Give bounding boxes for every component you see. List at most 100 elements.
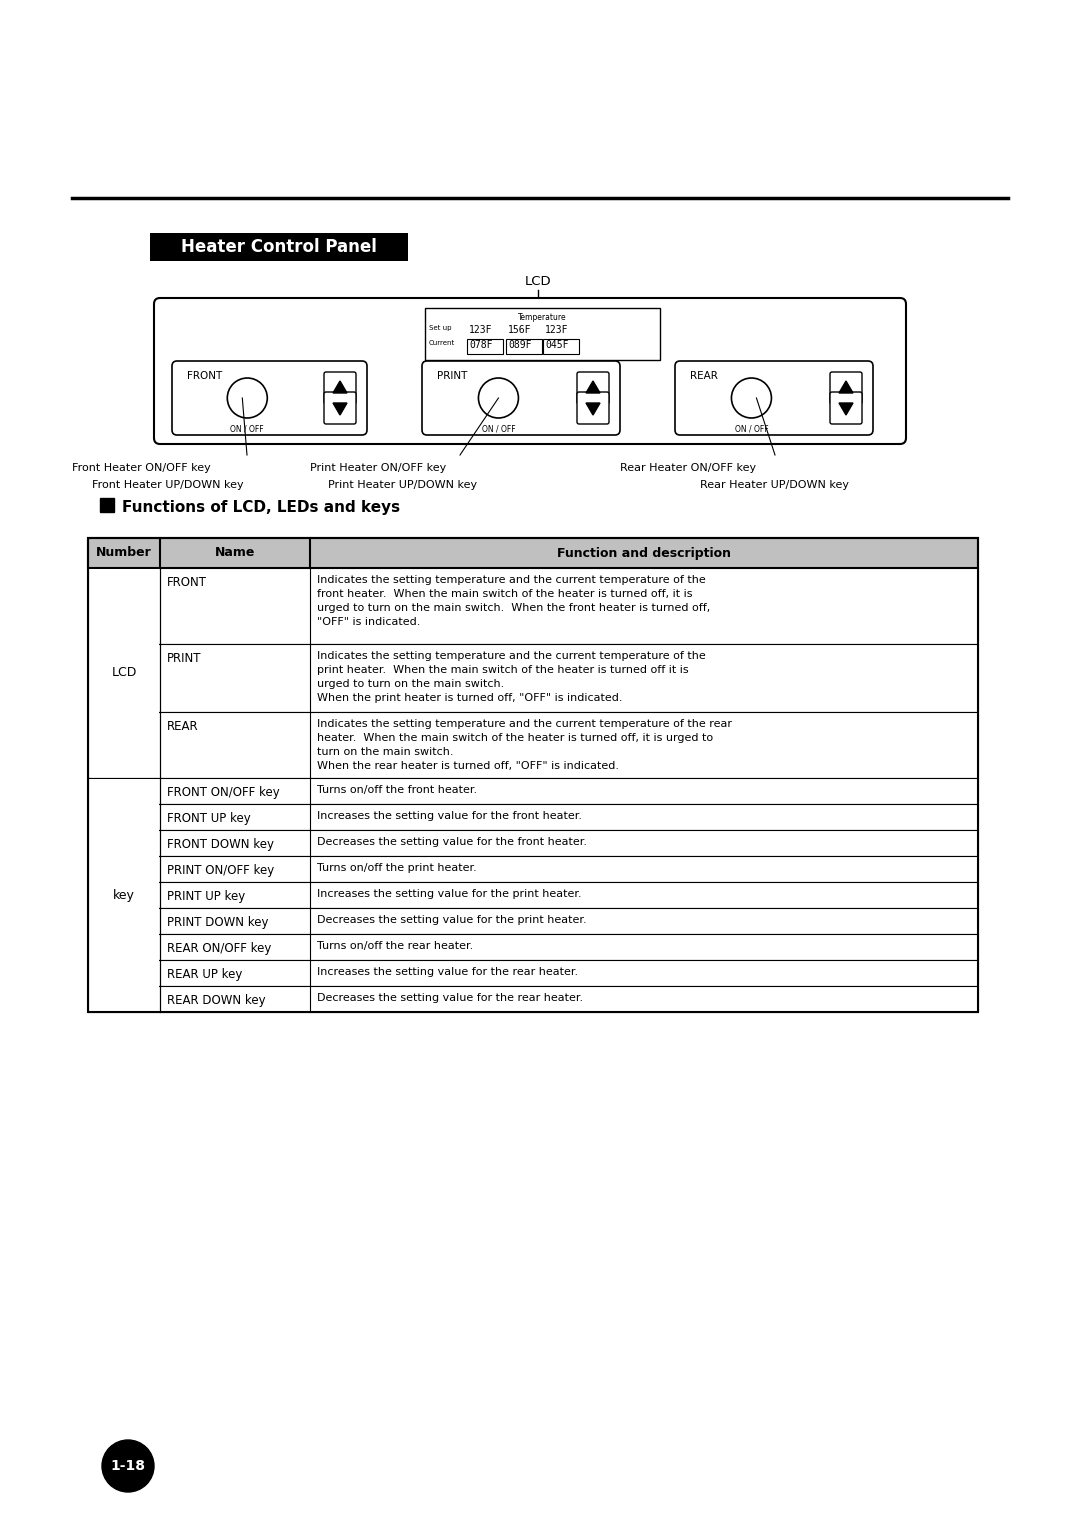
FancyBboxPatch shape (172, 361, 367, 435)
Polygon shape (333, 403, 347, 416)
Bar (100, 498, 114, 512)
Bar (467, 339, 503, 354)
Text: Heater Control Panel: Heater Control Panel (181, 238, 377, 257)
Bar (89, 779, 159, 1012)
Text: Name: Name (215, 547, 255, 559)
Text: When the print heater is turned off, "OFF" is indicated.: When the print heater is turned off, "OF… (318, 694, 622, 703)
Text: PRINT DOWN key: PRINT DOWN key (167, 915, 269, 929)
Text: REAR: REAR (167, 720, 199, 733)
FancyBboxPatch shape (324, 371, 356, 403)
Text: Rear Heater UP/DOWN key: Rear Heater UP/DOWN key (700, 480, 849, 490)
Text: Function and description: Function and description (557, 547, 731, 559)
Polygon shape (839, 380, 853, 393)
Text: turn on the main switch.: turn on the main switch. (318, 747, 454, 756)
Text: Print Heater UP/DOWN key: Print Heater UP/DOWN key (328, 480, 477, 490)
FancyBboxPatch shape (831, 393, 862, 423)
Text: front heater.  When the main switch of the heater is turned off, it is: front heater. When the main switch of th… (318, 588, 692, 599)
Bar (87, 986, 978, 1012)
Text: Indicates the setting temperature and the current temperature of the: Indicates the setting temperature and th… (318, 651, 705, 662)
Bar (87, 882, 978, 908)
Bar (87, 908, 978, 934)
Text: Increases the setting value for the print heater.: Increases the setting value for the prin… (318, 889, 582, 898)
Circle shape (102, 1439, 154, 1491)
Text: REAR ON/OFF key: REAR ON/OFF key (167, 941, 271, 955)
Text: 123F: 123F (469, 325, 492, 335)
FancyBboxPatch shape (422, 361, 620, 435)
Text: Increases the setting value for the front heater.: Increases the setting value for the fron… (318, 811, 582, 821)
Polygon shape (839, 403, 853, 416)
Text: "OFF" is indicated.: "OFF" is indicated. (318, 617, 420, 626)
Text: Print Heater ON/OFF key: Print Heater ON/OFF key (310, 463, 446, 474)
Text: Increases the setting value for the rear heater.: Increases the setting value for the rear… (318, 967, 578, 976)
Bar (426, 309, 660, 361)
Text: 156F: 156F (508, 325, 531, 335)
Text: Rear Heater ON/OFF key: Rear Heater ON/OFF key (620, 463, 756, 474)
Text: 089F: 089F (508, 341, 531, 350)
Bar (87, 643, 978, 712)
Text: Decreases the setting value for the rear heater.: Decreases the setting value for the rear… (318, 993, 583, 1002)
Text: PRINT UP key: PRINT UP key (167, 889, 245, 903)
Circle shape (731, 377, 771, 419)
Text: Set up: Set up (429, 325, 451, 332)
Bar (543, 339, 579, 354)
Text: ON / OFF: ON / OFF (230, 423, 265, 432)
Text: LCD: LCD (525, 275, 551, 287)
Text: Front Heater ON/OFF key: Front Heater ON/OFF key (72, 463, 211, 474)
Bar (87, 856, 978, 882)
Bar (87, 830, 978, 856)
Text: 078F: 078F (469, 341, 492, 350)
Text: urged to turn on the main switch.: urged to turn on the main switch. (318, 678, 504, 689)
Text: FRONT ON/OFF key: FRONT ON/OFF key (167, 785, 280, 799)
Text: Functions of LCD, LEDs and keys: Functions of LCD, LEDs and keys (122, 500, 400, 515)
Text: Decreases the setting value for the front heater.: Decreases the setting value for the fron… (318, 837, 588, 847)
Bar (87, 712, 978, 778)
Text: urged to turn on the main switch.  When the front heater is turned off,: urged to turn on the main switch. When t… (318, 604, 711, 613)
Bar (507, 339, 542, 354)
Text: Number: Number (96, 547, 152, 559)
Circle shape (227, 377, 268, 419)
Polygon shape (586, 380, 600, 393)
Text: FRONT: FRONT (167, 576, 207, 588)
Text: REAR UP key: REAR UP key (167, 969, 242, 981)
Text: Temperature: Temperature (518, 313, 567, 322)
Bar (87, 538, 978, 568)
Text: Decreases the setting value for the print heater.: Decreases the setting value for the prin… (318, 915, 586, 924)
Text: PRINT: PRINT (437, 371, 468, 380)
Circle shape (478, 377, 518, 419)
Text: Indicates the setting temperature and the current temperature of the: Indicates the setting temperature and th… (318, 575, 705, 585)
Text: heater.  When the main switch of the heater is turned off, it is urged to: heater. When the main switch of the heat… (318, 733, 713, 743)
Text: Turns on/off the rear heater.: Turns on/off the rear heater. (318, 941, 473, 950)
Text: 045F: 045F (545, 341, 568, 350)
Text: PRINT ON/OFF key: PRINT ON/OFF key (167, 863, 274, 877)
Bar (87, 538, 978, 1012)
Text: ON / OFF: ON / OFF (482, 423, 515, 432)
Text: FRONT: FRONT (187, 371, 222, 380)
Bar (87, 960, 978, 986)
Text: Front Heater UP/DOWN key: Front Heater UP/DOWN key (92, 480, 244, 490)
Text: PRINT: PRINT (167, 652, 202, 665)
Text: When the rear heater is turned off, "OFF" is indicated.: When the rear heater is turned off, "OFF… (318, 761, 619, 772)
Text: print heater.  When the main switch of the heater is turned off it is: print heater. When the main switch of th… (318, 665, 689, 675)
FancyBboxPatch shape (154, 298, 906, 445)
Text: 123F: 123F (545, 325, 568, 335)
Bar (87, 804, 978, 830)
Text: REAR: REAR (690, 371, 718, 380)
Bar (89, 568, 159, 778)
Polygon shape (586, 403, 600, 416)
FancyBboxPatch shape (324, 393, 356, 423)
Text: Turns on/off the front heater.: Turns on/off the front heater. (318, 785, 477, 795)
Bar (87, 568, 978, 643)
Text: LCD: LCD (111, 666, 137, 680)
Polygon shape (333, 380, 347, 393)
Text: key: key (113, 888, 135, 902)
Text: ON / OFF: ON / OFF (734, 423, 768, 432)
FancyBboxPatch shape (675, 361, 873, 435)
FancyBboxPatch shape (577, 393, 609, 423)
Text: Turns on/off the print heater.: Turns on/off the print heater. (318, 863, 476, 872)
Bar (150, 232, 408, 261)
FancyBboxPatch shape (577, 371, 609, 403)
Text: Indicates the setting temperature and the current temperature of the rear: Indicates the setting temperature and th… (318, 720, 732, 729)
Text: FRONT DOWN key: FRONT DOWN key (167, 837, 274, 851)
Bar (87, 934, 978, 960)
Bar (87, 778, 978, 804)
